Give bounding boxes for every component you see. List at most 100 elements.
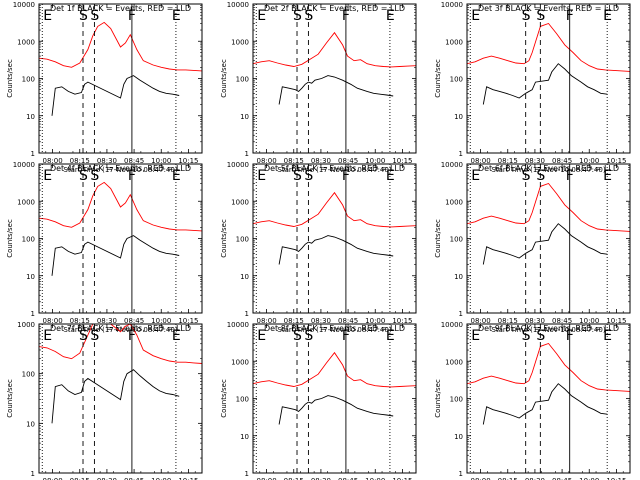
x-tick-label: 08:45 — [552, 477, 572, 480]
x-axis-label: Start Time (17-Nov-10 08:47:40) — [277, 326, 391, 334]
x-tick-label: 08:00 — [42, 157, 62, 165]
lld-series-line — [39, 181, 202, 232]
x-tick-label: 08:45 — [552, 157, 572, 165]
x-tick-label: 08:30 — [97, 157, 117, 165]
chart-title: Det 4f BLACK = Events, RED = LLD — [50, 164, 191, 173]
y-tick-label: 10000 — [441, 321, 463, 329]
x-tick-label: 10:15 — [178, 157, 198, 165]
x-tick-label: 08:30 — [525, 477, 545, 480]
chart-title: Det 7f BLACK = Events, RED = LLD — [50, 324, 191, 333]
marker-label: S — [293, 8, 302, 24]
marker-label: E — [43, 328, 52, 344]
marker-label: S — [304, 328, 313, 344]
x-tick-label: 10:00 — [579, 157, 599, 165]
lld-series-line — [467, 22, 630, 72]
plot-frame — [466, 163, 631, 314]
y-tick-label: 1 — [31, 310, 35, 318]
x-axis-label: Start Time (17-Nov-10 08:47:40) — [63, 166, 177, 174]
series-group — [39, 181, 202, 276]
marker-label: S — [304, 168, 313, 184]
marker-label: S — [90, 168, 99, 184]
plot-frame — [38, 3, 203, 154]
x-tick-label: 10:15 — [606, 317, 626, 325]
x-tick-label: 10:00 — [151, 317, 171, 325]
events-series-line — [482, 223, 608, 265]
marker-label: F — [566, 328, 574, 344]
y-tick-label: 1000 — [445, 38, 463, 46]
x-tick-label: 08:15 — [70, 317, 90, 325]
x-tick-label: 10:00 — [579, 317, 599, 325]
events-series-line — [278, 235, 394, 265]
chart-panel-6: Det 6f BLACK = Events, RED = LLD 1 10 100 10… — [434, 161, 631, 334]
lld-series-line — [467, 182, 630, 232]
x-tick-label: 08:45 — [338, 477, 358, 480]
y-tick-label: 100 — [236, 236, 249, 244]
y-tick-label: 10000 — [441, 161, 463, 169]
chart-panel-4: Det 4f BLACK = Events, RED = LLD 1 10 100 10… — [6, 161, 203, 334]
x-tick-label: 08:45 — [338, 317, 358, 325]
x-tick-label: 08:15 — [70, 157, 90, 165]
marker-label: E — [172, 168, 181, 184]
x-tick-label: 08:15 — [284, 157, 304, 165]
y-tick-label: 100 — [236, 76, 249, 84]
marker-label: S — [536, 8, 545, 24]
x-tick-label: 08:30 — [97, 317, 117, 325]
events-series-line — [278, 395, 394, 425]
y-tick-label: 100 — [22, 76, 35, 84]
y-tick-label: 1000 — [231, 198, 249, 206]
marker-label: F — [128, 328, 136, 344]
y-tick-label: 10000 — [227, 321, 249, 329]
y-tick-label: 1000 — [231, 358, 249, 366]
events-series-line — [278, 75, 394, 105]
marker-label: S — [79, 8, 88, 24]
x-tick-label: 10:15 — [178, 477, 198, 480]
marker-label: E — [603, 8, 612, 24]
marker-label: S — [293, 168, 302, 184]
x-tick-label: 08:45 — [338, 157, 358, 165]
x-tick-label: 10:15 — [178, 317, 198, 325]
x-tick-label: 08:30 — [525, 157, 545, 165]
marker-label: E — [172, 8, 181, 24]
marker-label: S — [522, 328, 531, 344]
x-axis-label: Start Time (17-Nov-10 08:47:40) — [491, 326, 605, 334]
y-tick-label: 10 — [454, 433, 463, 441]
series-group — [467, 182, 630, 265]
marker-label: E — [172, 328, 181, 344]
marker-label: E — [386, 8, 395, 24]
marker-label: E — [257, 328, 266, 344]
marker-label: F — [342, 8, 350, 24]
marker-label: F — [342, 328, 350, 344]
y-tick-label: 10000 — [441, 1, 463, 9]
y-tick-label: 1 — [245, 150, 249, 158]
x-tick-label: 08:15 — [284, 477, 304, 480]
x-tick-label: 08:00 — [256, 317, 276, 325]
x-tick-label: 10:00 — [365, 477, 385, 480]
x-tick-label: 08:15 — [70, 477, 90, 480]
y-tick-label: 1 — [459, 310, 463, 318]
x-tick-label: 08:30 — [97, 477, 117, 480]
series-group — [253, 351, 416, 425]
events-series-line — [51, 235, 180, 276]
series-group — [39, 21, 202, 116]
chart-panel-7: Det 7f BLACK = Events, RED = LLD 1 10 100 10… — [6, 321, 203, 480]
y-tick-label: 1000 — [17, 198, 35, 206]
x-tick-label: 08:45 — [124, 477, 144, 480]
events-series-line — [51, 369, 180, 424]
marker-label: E — [43, 168, 52, 184]
y-tick-label: 1 — [245, 470, 249, 478]
chart-title: Det 9f BLACK = Events, RED = LLD — [478, 324, 619, 333]
x-tick-label: 08:15 — [284, 317, 304, 325]
lld-series-line — [253, 191, 416, 228]
y-tick-label: 100 — [22, 371, 35, 379]
marker-label: F — [566, 168, 574, 184]
marker-label: F — [128, 8, 136, 24]
y-tick-label: 100 — [450, 76, 463, 84]
series-group — [39, 324, 202, 424]
x-tick-label: 08:30 — [311, 317, 331, 325]
marker-label: E — [386, 328, 395, 344]
x-tick-label: 10:15 — [606, 157, 626, 165]
plot-frame — [38, 323, 203, 474]
y-tick-label: 1000 — [445, 198, 463, 206]
x-tick-label: 10:00 — [365, 317, 385, 325]
x-tick-label: 10:00 — [579, 477, 599, 480]
